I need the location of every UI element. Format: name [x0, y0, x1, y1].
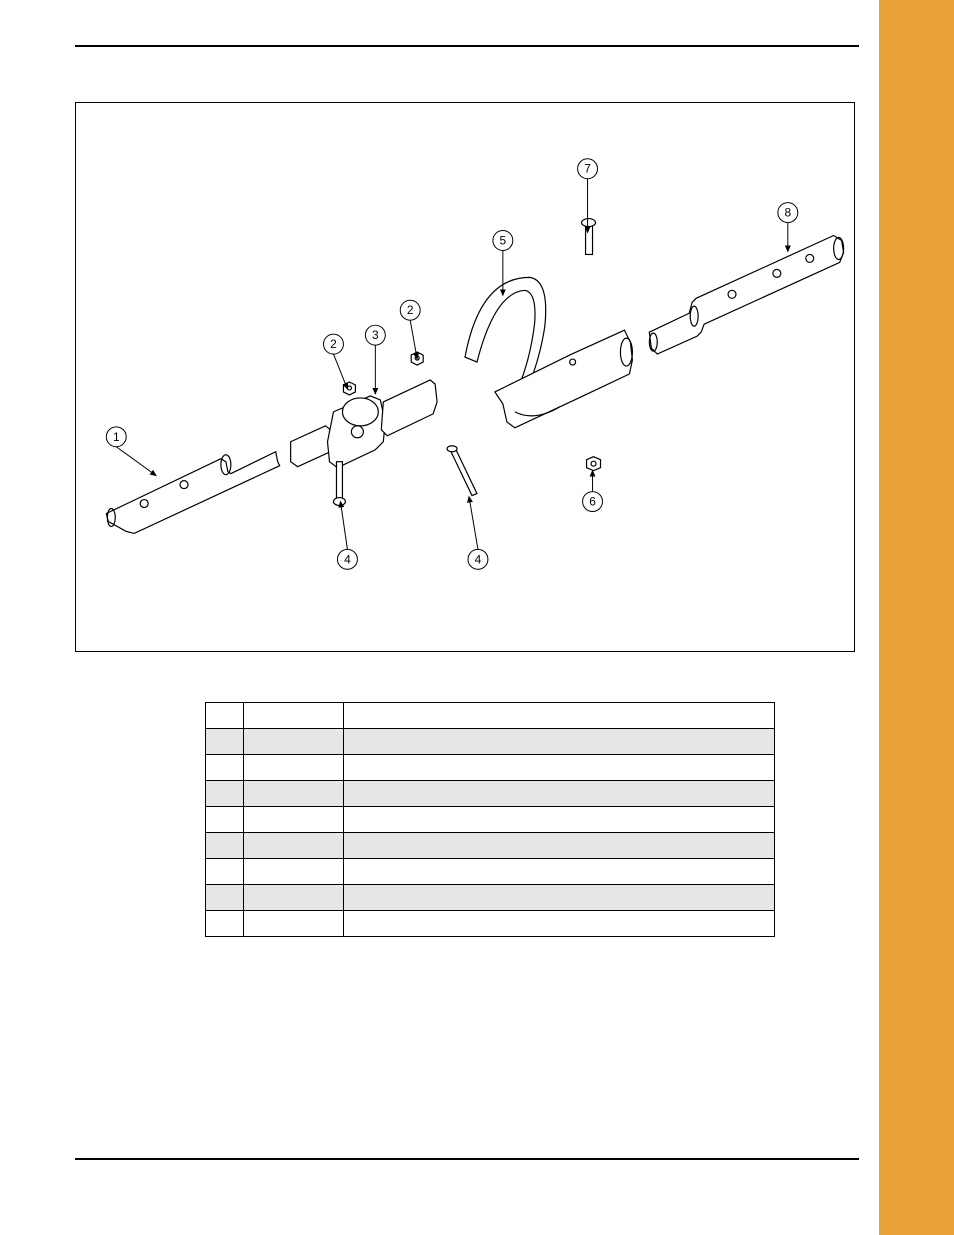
callout-7: 7	[578, 159, 598, 179]
part-bolt-1	[333, 462, 345, 506]
table-row	[206, 729, 775, 755]
callout-6: 6	[583, 492, 603, 512]
svg-text:3: 3	[372, 328, 379, 342]
content-area: 1 2 2 3 4 4 5	[0, 0, 879, 1235]
part-bolt-2	[447, 446, 477, 496]
callout-4-b: 4	[468, 549, 488, 569]
bottom-horizontal-rule	[75, 1158, 859, 1160]
part-bolt-3	[582, 219, 596, 255]
table-row	[206, 911, 775, 937]
table-row	[206, 807, 775, 833]
callout-4-a: 4	[337, 549, 357, 569]
table-header-row	[206, 703, 775, 729]
exploded-diagram-frame: 1 2 2 3 4 4 5	[75, 102, 855, 652]
table-row	[206, 885, 775, 911]
part-shaft-right	[649, 236, 843, 355]
parts-table	[205, 702, 775, 937]
col-part-header	[243, 703, 343, 729]
part-nut-3	[587, 457, 601, 471]
callout-2-b: 2	[400, 300, 420, 320]
svg-text:7: 7	[584, 162, 591, 176]
col-ref-header	[206, 703, 244, 729]
svg-text:2: 2	[407, 303, 414, 317]
table-row	[206, 859, 775, 885]
col-desc-header	[343, 703, 774, 729]
callout-2-a: 2	[324, 334, 344, 354]
callout-5: 5	[493, 231, 513, 251]
callout-8: 8	[778, 203, 798, 223]
table-row	[206, 781, 775, 807]
callout-3: 3	[365, 325, 385, 345]
svg-text:1: 1	[113, 430, 120, 444]
sidebar-accent	[879, 0, 954, 1235]
svg-text:8: 8	[785, 206, 792, 220]
svg-text:4: 4	[344, 552, 351, 566]
svg-text:4: 4	[475, 552, 482, 566]
svg-text:6: 6	[589, 495, 596, 509]
part-shaft-left	[106, 452, 279, 534]
svg-text:5: 5	[500, 233, 507, 247]
table-row	[206, 833, 775, 859]
part-universal-joint	[291, 380, 437, 468]
table-body	[206, 729, 775, 937]
top-horizontal-rule	[75, 45, 859, 47]
svg-text:2: 2	[330, 337, 337, 351]
exploded-diagram: 1 2 2 3 4 4 5	[76, 103, 854, 651]
callout-1: 1	[106, 427, 126, 447]
table-row	[206, 755, 775, 781]
part-connector-flight	[465, 277, 632, 427]
